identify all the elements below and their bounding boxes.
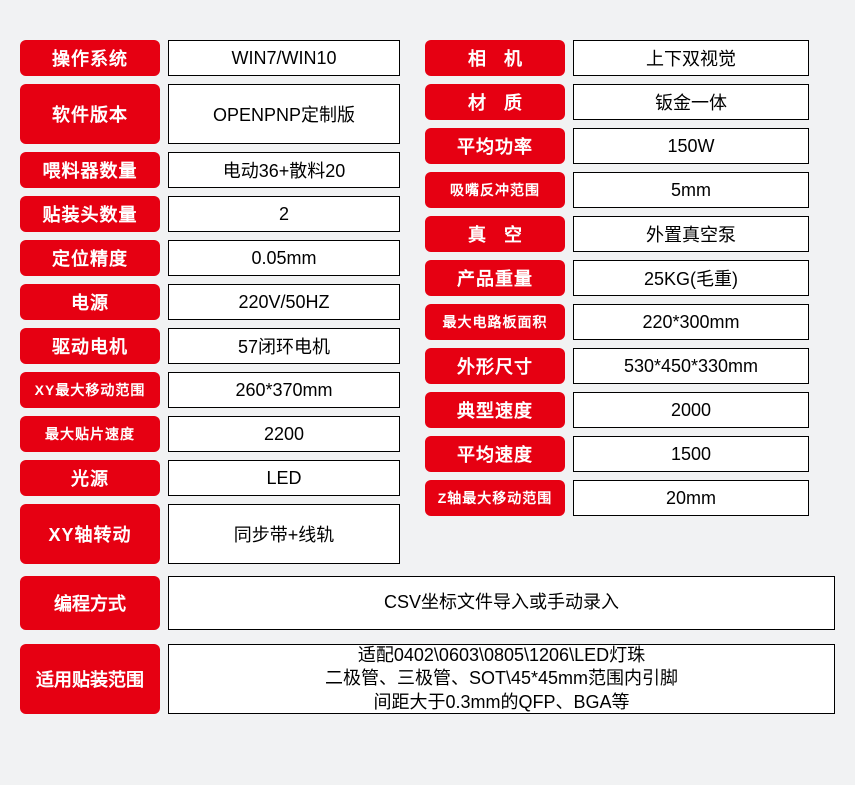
spec-label: 适用贴装范围	[20, 644, 160, 714]
spec-value: 电动36+散料20	[168, 152, 400, 188]
right-spec-row: 吸嘴反冲范围5mm	[425, 172, 809, 208]
spec-label: 贴装头数量	[20, 196, 160, 232]
bottom-spec-row: 编程方式CSV坐标文件导入或手动录入	[20, 576, 835, 630]
spec-label: 吸嘴反冲范围	[425, 172, 565, 208]
left-spec-row: 电源220V/50HZ	[20, 284, 400, 320]
spec-value: 260*370mm	[168, 372, 400, 408]
spec-value: 57闭环电机	[168, 328, 400, 364]
left-spec-row: 软件版本OPENPNP定制版	[20, 84, 400, 144]
spec-label: 驱动电机	[20, 328, 160, 364]
spec-value: 530*450*330mm	[573, 348, 809, 384]
right-spec-row: 产品重量25KG(毛重)	[425, 260, 809, 296]
spec-label: 典型速度	[425, 392, 565, 428]
spec-label: 光源	[20, 460, 160, 496]
spec-value: 5mm	[573, 172, 809, 208]
right-spec-row: 典型速度2000	[425, 392, 809, 428]
spec-label: Z轴最大移动范围	[425, 480, 565, 516]
left-spec-row: 操作系统WIN7/WIN10	[20, 40, 400, 76]
right-spec-row: 平均速度1500	[425, 436, 809, 472]
spec-label: 产品重量	[425, 260, 565, 296]
left-column: 操作系统WIN7/WIN10软件版本OPENPNP定制版喂料器数量电动36+散料…	[20, 40, 400, 564]
spec-value: LED	[168, 460, 400, 496]
spec-label: 操作系统	[20, 40, 160, 76]
spec-label: 定位精度	[20, 240, 160, 276]
spec-label: 平均功率	[425, 128, 565, 164]
spec-value: 1500	[573, 436, 809, 472]
spec-label: 软件版本	[20, 84, 160, 144]
bottom-spec-row: 适用贴装范围适配0402\0603\0805\1206\LED灯珠 二极管、三极…	[20, 644, 835, 714]
spec-label: 最大贴片速度	[20, 416, 160, 452]
spec-value: WIN7/WIN10	[168, 40, 400, 76]
spec-value: 220*300mm	[573, 304, 809, 340]
left-spec-row: 光源LED	[20, 460, 400, 496]
right-column: 相机上下双视觉材质钣金一体平均功率150W吸嘴反冲范围5mm真空外置真空泵产品重…	[425, 40, 809, 564]
right-spec-row: 平均功率150W	[425, 128, 809, 164]
spec-value: 150W	[573, 128, 809, 164]
left-spec-row: XY轴转动同步带+线轨	[20, 504, 400, 564]
spec-label: XY轴转动	[20, 504, 160, 564]
spec-value: OPENPNP定制版	[168, 84, 400, 144]
spec-value: 钣金一体	[573, 84, 809, 120]
spec-label: 外形尺寸	[425, 348, 565, 384]
left-spec-row: 定位精度0.05mm	[20, 240, 400, 276]
spec-value: 2	[168, 196, 400, 232]
spec-value: 2200	[168, 416, 400, 452]
spec-table-columns: 操作系统WIN7/WIN10软件版本OPENPNP定制版喂料器数量电动36+散料…	[20, 40, 835, 564]
spec-label: 喂料器数量	[20, 152, 160, 188]
left-spec-row: 喂料器数量电动36+散料20	[20, 152, 400, 188]
spec-label: 编程方式	[20, 576, 160, 630]
spec-label: 最大电路板面积	[425, 304, 565, 340]
right-spec-row: 外形尺寸530*450*330mm	[425, 348, 809, 384]
spec-label: 真空	[425, 216, 565, 252]
right-spec-row: 真空外置真空泵	[425, 216, 809, 252]
spec-value: CSV坐标文件导入或手动录入	[168, 576, 835, 630]
spec-label: XY最大移动范围	[20, 372, 160, 408]
spec-value: 2000	[573, 392, 809, 428]
right-spec-row: 最大电路板面积220*300mm	[425, 304, 809, 340]
spec-value: 同步带+线轨	[168, 504, 400, 564]
spec-label: 相机	[425, 40, 565, 76]
spec-value: 25KG(毛重)	[573, 260, 809, 296]
spec-value: 20mm	[573, 480, 809, 516]
bottom-section: 编程方式CSV坐标文件导入或手动录入适用贴装范围适配0402\0603\0805…	[20, 576, 835, 714]
left-spec-row: XY最大移动范围260*370mm	[20, 372, 400, 408]
right-spec-row: 相机上下双视觉	[425, 40, 809, 76]
spec-value: 适配0402\0603\0805\1206\LED灯珠 二极管、三极管、SOT\…	[168, 644, 835, 714]
left-spec-row: 驱动电机57闭环电机	[20, 328, 400, 364]
left-spec-row: 贴装头数量2	[20, 196, 400, 232]
right-spec-row: Z轴最大移动范围20mm	[425, 480, 809, 516]
spec-label: 电源	[20, 284, 160, 320]
left-spec-row: 最大贴片速度2200	[20, 416, 400, 452]
spec-label: 材质	[425, 84, 565, 120]
right-spec-row: 材质钣金一体	[425, 84, 809, 120]
spec-value: 上下双视觉	[573, 40, 809, 76]
spec-label: 平均速度	[425, 436, 565, 472]
spec-value: 0.05mm	[168, 240, 400, 276]
spec-value: 外置真空泵	[573, 216, 809, 252]
spec-value: 220V/50HZ	[168, 284, 400, 320]
